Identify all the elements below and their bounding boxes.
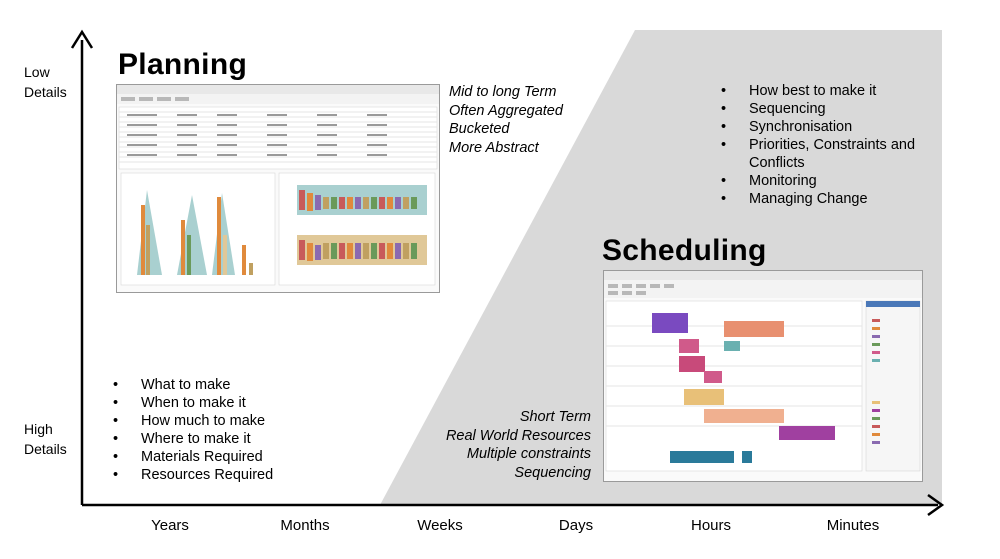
list-item: Materials Required bbox=[113, 448, 313, 466]
x-tick-years: Years bbox=[151, 517, 189, 534]
list-item: When to make it bbox=[113, 394, 313, 412]
scheduling-traits: Short Term Real World Resources Multiple… bbox=[400, 408, 591, 482]
planning-trait: Mid to long Term bbox=[449, 84, 557, 100]
y-label-low-details: Low Details bbox=[24, 62, 67, 102]
y-label-low: Low bbox=[24, 64, 50, 80]
list-item: Where to make it bbox=[113, 430, 313, 448]
x-tick-days: Days bbox=[558, 517, 594, 534]
list-item: Resources Required bbox=[113, 466, 313, 484]
y-label-high-details: High Details bbox=[24, 419, 67, 459]
planning-software-screenshot bbox=[116, 84, 440, 293]
x-tick-months: Months bbox=[280, 517, 330, 534]
list-item: How best to make it bbox=[721, 82, 931, 100]
planning-trait: Often Aggregated bbox=[449, 102, 563, 119]
planning-trait: Bucketed bbox=[449, 121, 510, 137]
scheduling-trait: Sequencing bbox=[514, 464, 591, 481]
x-axis-arrowhead bbox=[927, 493, 945, 517]
list-item: Synchronisation bbox=[721, 118, 931, 136]
list-item: How much to make bbox=[113, 412, 313, 430]
scheduling-software-screenshot bbox=[603, 270, 923, 482]
x-tick-hours: Hours bbox=[690, 517, 731, 534]
planning-title: Planning bbox=[118, 48, 248, 81]
list-item: Sequencing bbox=[721, 100, 931, 118]
scheduling-trait: Short Term bbox=[519, 409, 591, 425]
planning-bullet-list: What to make When to make it How much to… bbox=[113, 376, 313, 484]
list-item: Monitoring bbox=[721, 172, 931, 190]
planning-trait: More Abstract bbox=[449, 139, 539, 156]
planning-screenshot-image bbox=[117, 85, 439, 286]
scheduling-trait: Real World Resources bbox=[445, 427, 591, 444]
scheduling-trait: Multiple constraints bbox=[466, 446, 591, 462]
y-axis-arrowhead bbox=[70, 29, 94, 49]
y-label-details: Details bbox=[24, 84, 67, 100]
scheduling-title: Scheduling bbox=[602, 234, 767, 267]
x-tick-minutes: Minutes bbox=[826, 517, 880, 534]
list-item: Priorities, Constraints and Conflicts bbox=[721, 136, 931, 172]
x-tick-weeks: Weeks bbox=[417, 517, 463, 534]
scheduling-screenshot-image bbox=[604, 271, 922, 472]
list-item: What to make bbox=[113, 376, 313, 394]
planning-traits: Mid to long Term Often Aggregated Bucket… bbox=[449, 83, 563, 157]
list-item: Managing Change bbox=[721, 190, 931, 208]
y-label-high: High bbox=[24, 421, 53, 437]
y-label-details: Details bbox=[24, 441, 67, 457]
scheduling-bullet-list: How best to make it Sequencing Synchroni… bbox=[721, 82, 931, 208]
